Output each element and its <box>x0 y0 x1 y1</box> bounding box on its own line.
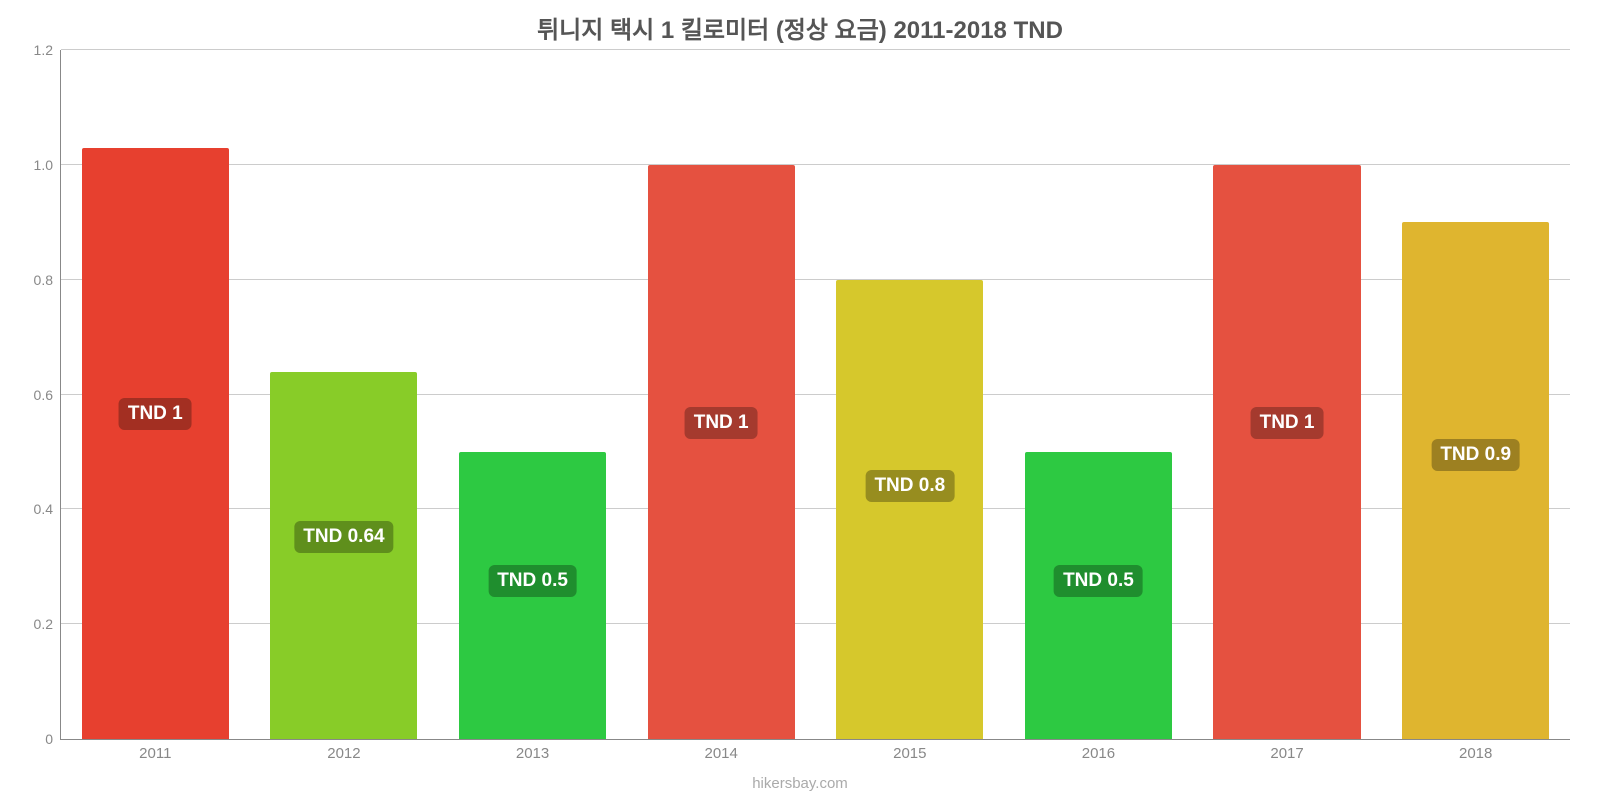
chart-bar-label: TND 0.5 <box>488 565 577 597</box>
chart-x-tick-label: 2012 <box>327 739 360 762</box>
chart-gridline <box>61 49 1570 50</box>
chart-y-tick-label: 0.8 <box>34 272 61 288</box>
chart-bar <box>1213 165 1360 739</box>
chart-plot-area: 00.20.40.60.81.01.2TND 12011TND 0.642012… <box>60 50 1570 740</box>
chart-bar-label: TND 0.8 <box>865 470 954 502</box>
chart-x-tick-label: 2011 <box>139 739 171 762</box>
chart-bar-label: TND 1 <box>685 407 758 439</box>
chart-container: 튀니지 택시 1 킬로미터 (정상 요금) 2011-2018 TND 00.2… <box>0 0 1600 800</box>
chart-x-tick-label: 2018 <box>1459 739 1492 762</box>
chart-y-tick-label: 1.2 <box>34 42 61 58</box>
chart-bar-label: TND 1 <box>119 398 192 430</box>
chart-x-tick-label: 2014 <box>705 739 738 762</box>
chart-title: 튀니지 택시 1 킬로미터 (정상 요금) 2011-2018 TND <box>0 10 1600 45</box>
chart-bar-label: TND 0.5 <box>1054 565 1143 597</box>
chart-bar <box>1402 222 1549 739</box>
chart-bar-label: TND 0.9 <box>1431 439 1520 471</box>
chart-bar-label: TND 1 <box>1251 407 1324 439</box>
chart-bar <box>270 372 417 739</box>
chart-y-tick-label: 1.0 <box>34 157 61 173</box>
chart-x-tick-label: 2015 <box>893 739 926 762</box>
chart-bar <box>836 280 983 739</box>
chart-bar <box>648 165 795 739</box>
chart-x-tick-label: 2016 <box>1082 739 1115 762</box>
chart-credit: hikersbay.com <box>0 775 1600 792</box>
chart-y-tick-label: 0.2 <box>34 616 61 632</box>
chart-x-tick-label: 2017 <box>1270 739 1303 762</box>
chart-y-tick-label: 0.4 <box>34 501 61 517</box>
chart-x-tick-label: 2013 <box>516 739 549 762</box>
chart-y-tick-label: 0 <box>45 731 61 747</box>
chart-y-tick-label: 0.6 <box>34 387 61 403</box>
chart-bar <box>82 148 229 739</box>
chart-bar-label: TND 0.64 <box>294 521 393 553</box>
